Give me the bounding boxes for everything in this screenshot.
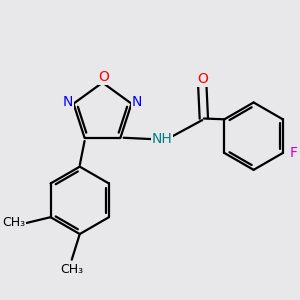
Text: O: O — [99, 70, 110, 84]
Text: N: N — [132, 95, 142, 109]
Text: CH₃: CH₃ — [60, 263, 83, 276]
Text: N: N — [62, 95, 73, 109]
Text: F: F — [290, 146, 298, 160]
Text: NH: NH — [152, 132, 172, 146]
Text: O: O — [197, 72, 208, 86]
Text: CH₃: CH₃ — [2, 217, 25, 230]
